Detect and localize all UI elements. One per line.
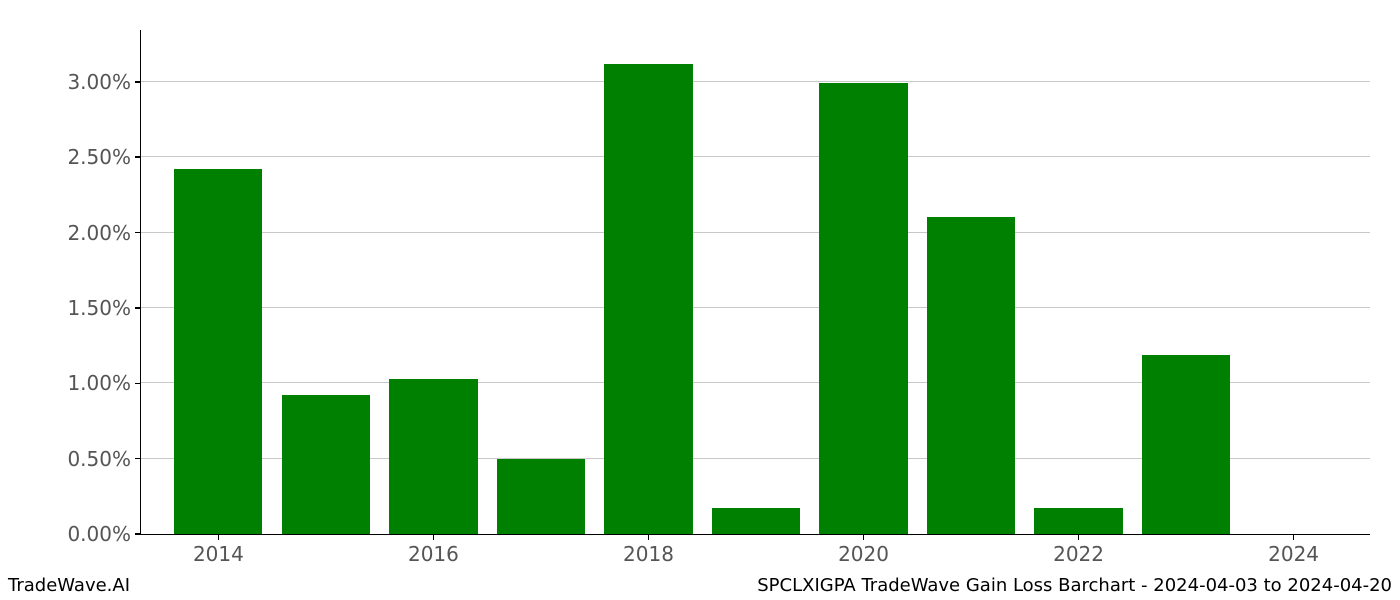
- y-tick-label: 0.00%: [67, 522, 141, 546]
- y-tick-label: 2.00%: [67, 221, 141, 245]
- bar: [282, 395, 370, 534]
- x-tick-label: 2020: [838, 534, 889, 566]
- y-tick-label: 1.00%: [67, 371, 141, 395]
- bar: [927, 217, 1015, 534]
- plot-area: 0.00%0.50%1.00%1.50%2.00%2.50%3.00%20142…: [140, 30, 1370, 535]
- x-tick-label: 2024: [1268, 534, 1319, 566]
- y-tick-label: 0.50%: [67, 447, 141, 471]
- chart-container: 0.00% 0.50% 1.00% 1.50% 2.00% 2.50% 3.00% 2014 2…: [0, 0, 1400, 600]
- x-tick-label: 2018: [623, 534, 674, 566]
- bar: [389, 379, 477, 534]
- footer-caption: SPCLXIGPA TradeWave Gain Loss Barchart -…: [757, 575, 1392, 596]
- y-tick-label: 3.00%: [67, 70, 141, 94]
- bar: [712, 508, 800, 534]
- x-tick-label: 2016: [408, 534, 459, 566]
- y-gridline: [141, 307, 1370, 308]
- x-tick-label: 2014: [193, 534, 244, 566]
- bar: [1034, 508, 1122, 534]
- bar: [174, 169, 262, 534]
- y-tick-label: 1.50%: [67, 296, 141, 320]
- y-gridline: [141, 81, 1370, 82]
- y-gridline: [141, 232, 1370, 233]
- y-gridline: [141, 156, 1370, 157]
- bar: [1142, 355, 1230, 534]
- bar: [604, 64, 692, 534]
- bar: [497, 459, 585, 534]
- footer-brand: TradeWave.AI: [8, 575, 130, 596]
- x-tick-label: 2022: [1053, 534, 1104, 566]
- y-tick-label: 2.50%: [67, 145, 141, 169]
- bar: [819, 83, 907, 534]
